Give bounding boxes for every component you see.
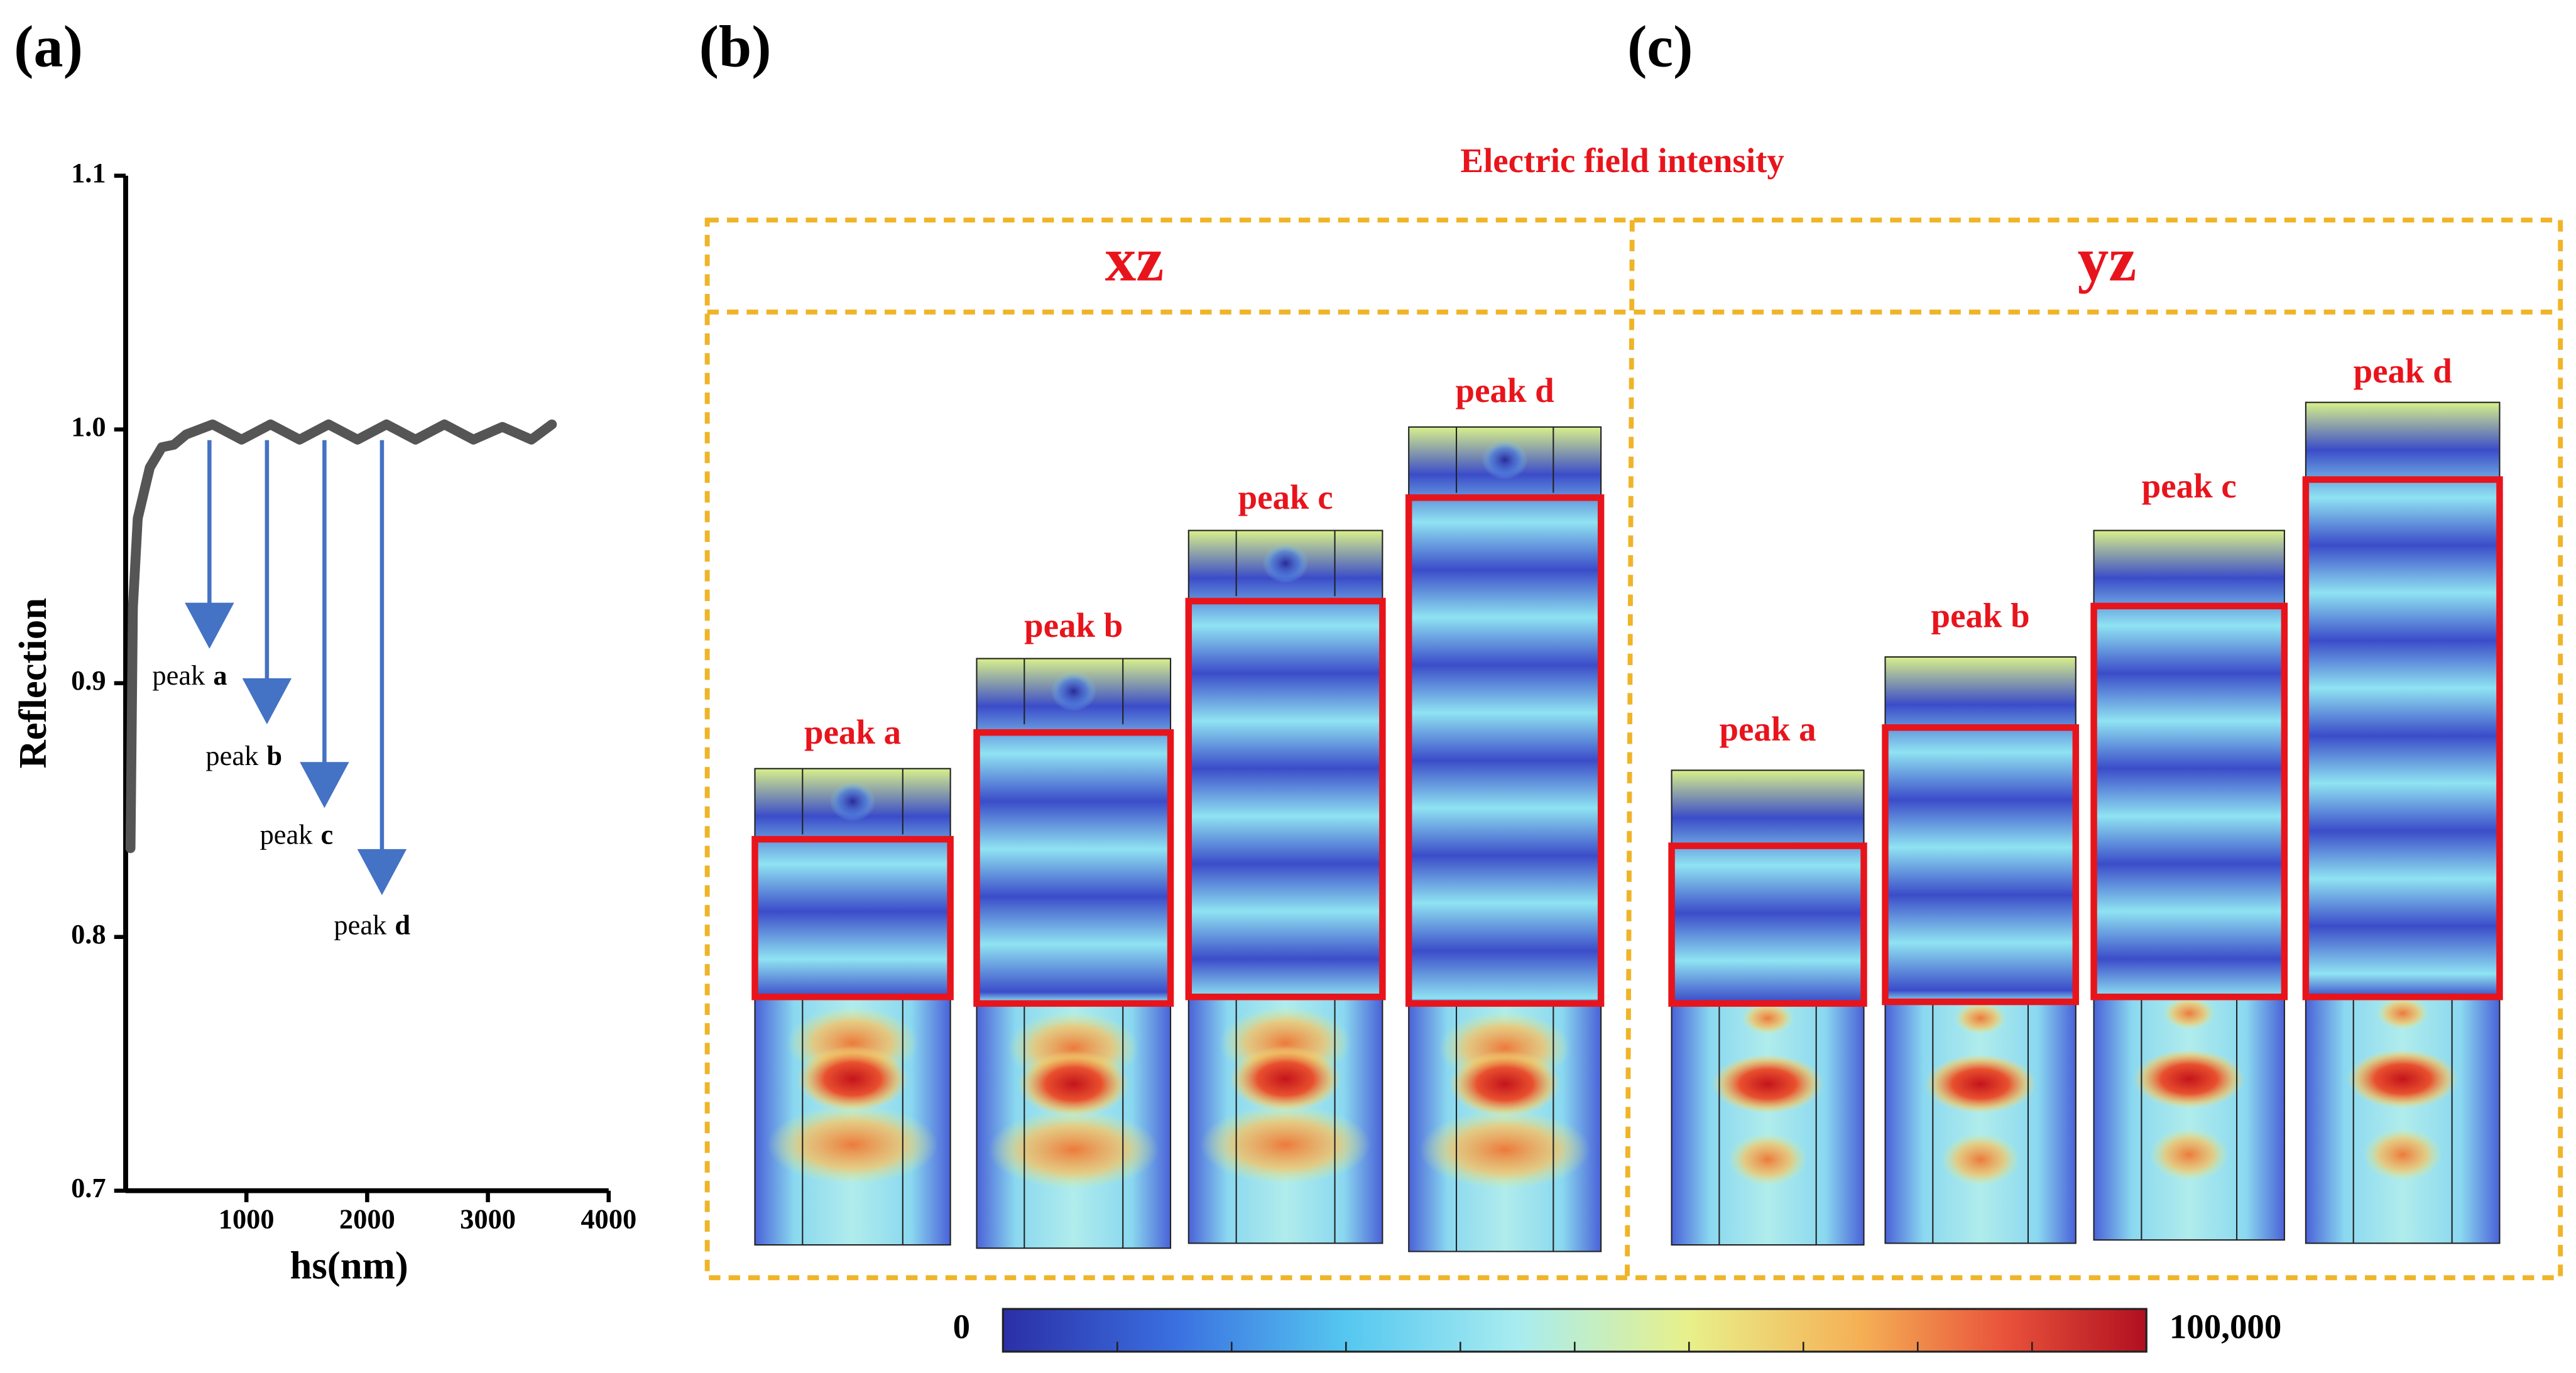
field-map-lower <box>2093 997 2284 1240</box>
region-box <box>973 729 1174 1007</box>
peak-label: peak c <box>1238 478 1333 516</box>
peak-label: peak a <box>804 713 901 751</box>
field-map-upper <box>976 658 1171 1002</box>
hot-spot <box>1924 1054 2037 1114</box>
peak-label: peak c <box>2142 467 2237 505</box>
hot-spot <box>1017 1051 1130 1117</box>
group-label: xz <box>1105 225 1164 294</box>
field-spot <box>1482 440 1528 480</box>
annotation-text: peak <box>152 659 205 691</box>
annotation-letter: b <box>266 740 282 771</box>
field-spot <box>1262 543 1309 583</box>
field-map-lower <box>1885 1002 2076 1244</box>
peak-annotation: peak d <box>334 909 410 941</box>
region-box <box>1405 494 1605 1007</box>
peak-label: peak a <box>1719 710 1816 748</box>
arrow-head <box>300 762 349 808</box>
panel-label: (b) <box>699 14 772 79</box>
colorbar-label: 0 <box>953 1308 970 1346</box>
y-tick-label: 0.9 <box>71 665 106 696</box>
hot-spot <box>1419 1110 1591 1190</box>
frame-box <box>704 217 2563 1281</box>
hot-spot <box>797 1046 909 1112</box>
map-outline <box>1671 769 1865 1246</box>
y-tick-label: 1.0 <box>71 411 106 442</box>
peak-annotation: peak a <box>152 659 227 691</box>
hot-spot <box>1449 1051 1561 1117</box>
group-label: yz <box>2078 225 2137 294</box>
x-tick-label: 1000 <box>219 1203 275 1235</box>
region-box <box>751 835 954 1001</box>
region-box <box>2090 602 2288 1001</box>
field-spot <box>829 781 876 822</box>
arrow-head <box>357 849 407 896</box>
frame-divider <box>1625 220 1635 1278</box>
annotation-letter: d <box>395 909 410 941</box>
field-map-lower <box>2305 997 2500 1244</box>
y-axis-label: Reflection <box>11 598 55 769</box>
arrow-head <box>242 678 292 725</box>
field-map-upper <box>1885 656 2076 1002</box>
y-tick-label: 0.7 <box>71 1172 106 1203</box>
annotation-letter: a <box>213 659 227 691</box>
annotation-text: peak <box>205 740 259 771</box>
hot-spot <box>767 1105 939 1185</box>
hot-spot <box>1200 1105 1372 1185</box>
x-tick-label: 4000 <box>581 1203 636 1235</box>
arrow-head <box>185 602 234 649</box>
peak-label: peak b <box>1024 606 1123 644</box>
hot-spot <box>2163 997 2216 1030</box>
field-map-upper <box>2305 402 2500 997</box>
hot-spot <box>1741 1002 1794 1035</box>
hot-spot <box>2376 997 2430 1030</box>
map-outline <box>754 768 951 1246</box>
field-map-lower <box>1671 1002 1864 1245</box>
hot-spot <box>1941 1133 2020 1186</box>
peak-label: peak b <box>1931 596 2030 634</box>
annotation-text: peak <box>260 819 314 850</box>
peak-annotation: peak c <box>260 819 334 850</box>
hot-spot <box>1954 1002 2007 1035</box>
hot-spot <box>1230 1046 1341 1112</box>
annotation-text: peak <box>334 909 387 941</box>
field-title: Electric field intensity <box>1460 141 1784 180</box>
peak-label: peak d <box>1456 371 1554 410</box>
field-map-upper <box>1409 426 1602 1002</box>
field-spot <box>1051 671 1097 712</box>
field-map-upper <box>2093 530 2284 997</box>
dashed-frame <box>704 217 2563 1281</box>
hot-spot <box>2149 1128 2229 1181</box>
annotation-letter: c <box>321 819 334 850</box>
hot-spot <box>1728 1133 1808 1186</box>
reflection-line <box>125 419 557 854</box>
peak-label: peak d <box>2354 352 2452 390</box>
hot-spot <box>2347 1049 2459 1109</box>
y-tick-label: 0.8 <box>71 918 106 950</box>
x-tick-label: 2000 <box>339 1203 395 1235</box>
hot-spot <box>2133 1049 2246 1109</box>
panel-label: (a) <box>14 14 83 79</box>
field-map-upper <box>1188 530 1383 997</box>
hot-spot <box>988 1110 1159 1190</box>
colorbar-label: 100,000 <box>2169 1308 2281 1346</box>
x-axis-label: hs(nm) <box>290 1244 408 1288</box>
x-tick-label: 3000 <box>460 1203 516 1235</box>
region-box <box>1668 842 1867 1007</box>
region-box <box>1882 724 2080 1006</box>
field-map-upper <box>1671 770 1864 1002</box>
peak-annotation: peak b <box>205 740 282 771</box>
panel-label: (c) <box>1627 14 1693 79</box>
y-tick-label: 1.1 <box>71 157 106 188</box>
region-box <box>1185 597 1386 1001</box>
hot-spot <box>2363 1128 2442 1181</box>
hot-spot <box>1711 1054 1824 1114</box>
region-box <box>2302 476 2503 1001</box>
